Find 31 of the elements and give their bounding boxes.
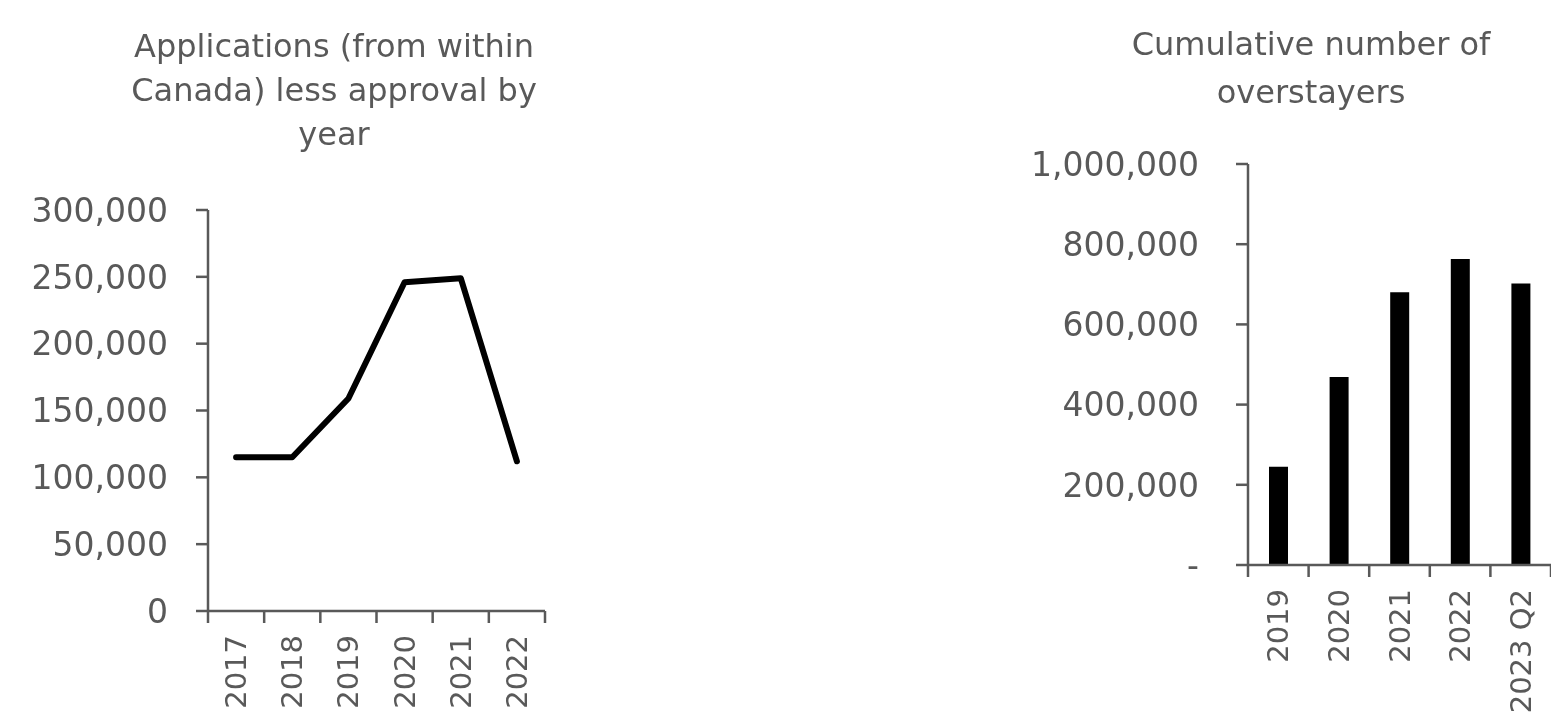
x-tick-label: 2021 <box>1382 589 1417 663</box>
y-tick-label: 100,000 <box>31 458 168 498</box>
y-tick-label: 800,000 <box>1062 224 1199 264</box>
x-tick-label: 2023 Q2 <box>1503 589 1538 714</box>
x-tick-label: 2020 <box>387 635 422 709</box>
x-tick-label: 2017 <box>219 635 254 709</box>
bar <box>1390 292 1410 565</box>
chart-title: Applications (from within Canada) less approval by year <box>130 26 538 155</box>
x-tick-label: 2021 <box>443 635 478 709</box>
y-tick-label: 600,000 <box>1062 305 1199 345</box>
y-tick-label: 1,000,000 <box>1031 144 1199 184</box>
bar <box>1329 376 1349 565</box>
x-tick-label: 2019 <box>1261 589 1296 663</box>
bar <box>1511 283 1531 565</box>
y-tick-label: 0 <box>147 591 168 631</box>
y-tick-label: - <box>1187 545 1199 585</box>
x-tick-label: 2022 <box>499 635 534 709</box>
y-tick-label: 400,000 <box>1062 385 1199 425</box>
chart-title: Cumulative number of overstayers <box>1130 24 1492 113</box>
bar <box>1450 259 1470 565</box>
x-tick-label: 2018 <box>275 635 310 709</box>
y-tick-label: 250,000 <box>31 257 168 297</box>
y-tick-label: 300,000 <box>31 190 168 230</box>
y-tick-label: 200,000 <box>31 324 168 364</box>
bar <box>1269 466 1288 565</box>
y-tick-label: 150,000 <box>31 391 168 431</box>
x-tick-label: 2019 <box>331 635 366 709</box>
y-tick-label: 50,000 <box>52 524 168 564</box>
y-tick-label: 200,000 <box>1062 465 1199 505</box>
x-tick-label: 2020 <box>1321 589 1356 663</box>
x-tick-label: 2022 <box>1443 589 1478 663</box>
